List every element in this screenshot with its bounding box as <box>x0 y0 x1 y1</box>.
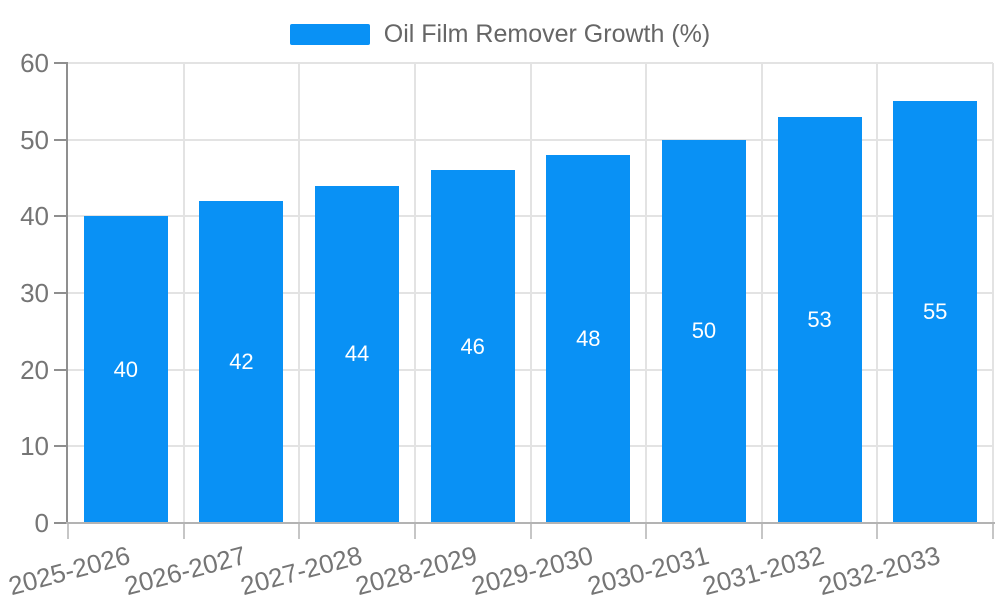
legend-item[interactable]: Oil Film Remover Growth (%) <box>0 20 1000 49</box>
y-axis-tick-label: 40 <box>20 201 49 232</box>
bar[interactable] <box>661 139 746 523</box>
bar-value-label: 46 <box>460 333 485 359</box>
legend-swatch-icon <box>289 24 370 45</box>
x-axis-tick <box>876 523 879 539</box>
y-axis-tick-label: 50 <box>20 124 49 155</box>
y-axis-tick <box>54 445 68 448</box>
y-axis-tick <box>54 138 68 141</box>
y-axis-tick-label: 60 <box>20 48 49 78</box>
x-axis-tick-label: 2030-2031 <box>583 540 712 600</box>
gridline-vertical <box>298 63 301 523</box>
gridline-vertical <box>529 63 532 523</box>
bar[interactable] <box>777 116 862 523</box>
x-axis-tick-label: 2032-2033 <box>815 540 943 600</box>
bar-value-label: 40 <box>113 356 139 382</box>
x-axis-tick <box>413 523 416 539</box>
x-axis-line <box>66 522 995 524</box>
x-axis-tick <box>760 523 763 539</box>
bar[interactable] <box>199 201 284 523</box>
bar-value-label: 48 <box>576 326 601 351</box>
x-axis-tick-label: 2026-2027 <box>121 540 250 600</box>
gridline-vertical <box>413 63 416 523</box>
y-axis-line <box>66 63 68 524</box>
x-axis-tick <box>298 523 301 539</box>
legend-label: Oil Film Remover Growth (%) <box>383 20 711 48</box>
y-axis-tick-label: 20 <box>20 354 49 385</box>
bar-value-label: 44 <box>344 341 370 367</box>
bar-value-label: 55 <box>922 299 948 325</box>
bar[interactable] <box>315 185 400 523</box>
gridline-vertical <box>760 63 763 523</box>
y-axis-tick <box>54 522 68 524</box>
bar-value-label: 42 <box>229 349 254 374</box>
y-axis-tick-label: 10 <box>20 431 49 462</box>
x-axis-tick <box>67 523 69 539</box>
bar[interactable] <box>546 155 631 523</box>
gridline-vertical <box>182 63 185 523</box>
x-axis-tick-label: 2029-2030 <box>468 540 597 600</box>
x-axis-tick-label: 2025-2026 <box>5 540 134 600</box>
y-axis-tick <box>54 368 68 371</box>
x-axis-tick <box>529 523 532 539</box>
x-axis-tick <box>645 523 648 539</box>
bar-value-label: 50 <box>691 318 717 344</box>
x-axis-tick <box>182 523 185 539</box>
bar[interactable] <box>83 216 168 523</box>
gridline-vertical <box>645 63 648 523</box>
bar-value-label: 53 <box>807 306 832 332</box>
y-axis-tick <box>54 292 68 294</box>
y-axis-tick-label: 0 <box>34 508 49 538</box>
y-axis-tick-label: 30 <box>20 278 49 308</box>
bar[interactable] <box>430 170 515 523</box>
y-axis-tick <box>54 62 68 64</box>
x-axis-tick <box>992 523 994 539</box>
x-axis-tick-label: 2031-2032 <box>699 540 828 600</box>
x-axis-tick-label: 2028-2029 <box>352 540 481 600</box>
gridline-vertical <box>992 63 994 523</box>
x-axis-tick-label: 2027-2028 <box>236 540 365 600</box>
bar[interactable] <box>893 101 978 523</box>
gridline-vertical <box>876 63 879 523</box>
y-axis-tick <box>54 215 68 218</box>
